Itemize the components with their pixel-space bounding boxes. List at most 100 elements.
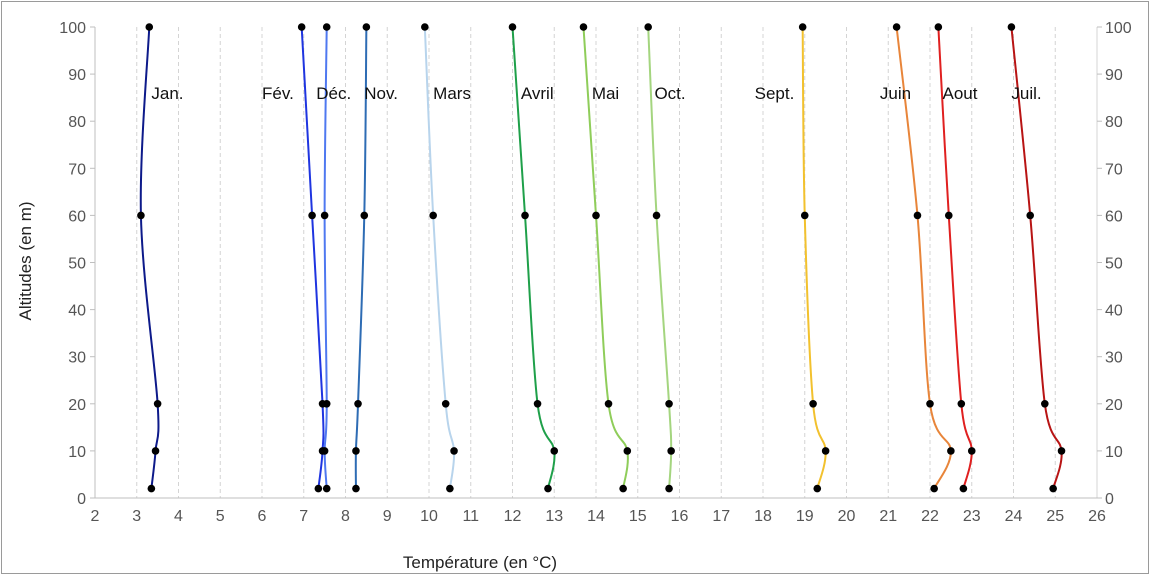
data-point [821, 447, 830, 455]
data-point [652, 211, 661, 220]
x-tick-label: 20 [838, 508, 856, 525]
data-point [967, 447, 976, 455]
y-tick-label: 90 [68, 67, 86, 84]
axes: 2 3 4 5 6 7 8 9 10 11 12 13 14 15 16 17 18 19 20 21 22 23 24 25… [59, 20, 1132, 525]
y-tick-label: 50 [68, 256, 86, 273]
data-point [579, 23, 588, 31]
y-tick-label: 100 [59, 20, 86, 37]
y-tick-label: 10 [68, 444, 86, 461]
data-point [360, 211, 369, 220]
data-point [892, 23, 901, 31]
data-point [145, 23, 154, 31]
y-tick-label-right: 50 [1105, 256, 1123, 273]
data-point [322, 400, 331, 408]
data-point [1007, 23, 1016, 31]
x-tick-label: 18 [754, 508, 772, 525]
data-point [421, 23, 429, 31]
x-tick-label: 16 [671, 508, 689, 525]
y-axis-title: Altitudes (en m) [16, 201, 35, 320]
data-point [308, 211, 316, 220]
y-tick-label-right: 90 [1105, 67, 1123, 84]
x-tick-label: 6 [258, 508, 267, 525]
data-point [665, 484, 673, 493]
x-tick-label: 7 [299, 508, 308, 525]
x-tick-label: 13 [545, 508, 563, 525]
data-point [151, 447, 160, 455]
data-point [147, 484, 156, 493]
data-point [947, 447, 955, 455]
x-tick-label: 21 [879, 508, 897, 525]
x-tick-label: 19 [796, 508, 814, 525]
y-tick-label-right: 20 [1105, 397, 1123, 414]
y-tick-label: 80 [68, 114, 86, 131]
y-tick-label: 30 [68, 350, 86, 367]
series-layer [137, 23, 1066, 493]
series-labels: Jan. Fév. Déc. Nov. Mars Avril Mai Oct. Sept. Jui… [151, 84, 1041, 103]
data-point [619, 484, 627, 493]
data-point [429, 211, 437, 220]
y-tick-label: 60 [68, 208, 86, 225]
data-point [352, 484, 360, 493]
data-point [644, 23, 652, 31]
data-point [813, 484, 822, 493]
data-point [926, 400, 934, 408]
x-tick-label: 8 [341, 508, 350, 525]
series-label: Fév. [262, 84, 294, 103]
grid-lines [136, 27, 1098, 498]
data-point [959, 484, 968, 493]
data-point [934, 23, 943, 31]
data-point [1026, 211, 1034, 220]
data-point [362, 23, 371, 31]
x-axis-title: Température (en °C) [403, 553, 557, 572]
series-label: Déc. [316, 84, 351, 103]
data-point [592, 211, 600, 220]
y-tick-label-right: 80 [1105, 114, 1123, 131]
data-point [913, 211, 922, 220]
x-tick-label: 3 [132, 508, 141, 525]
x-tick-label: 4 [174, 508, 183, 525]
data-point [297, 23, 306, 31]
data-point [550, 447, 559, 455]
x-tick-label: 25 [1046, 508, 1064, 525]
y-tick-label-right: 0 [1105, 491, 1114, 508]
x-tick-label: 17 [712, 508, 730, 525]
data-point [957, 400, 966, 408]
data-point [1049, 484, 1057, 493]
data-point [809, 400, 817, 408]
data-point [441, 400, 450, 408]
data-point [322, 484, 331, 493]
series-label: Jan. [151, 84, 183, 103]
series-label: Sept. [755, 84, 795, 103]
data-point [604, 400, 613, 408]
data-point [544, 484, 552, 493]
x-tick-label: 9 [383, 508, 392, 525]
y-tick-label: 70 [68, 161, 86, 178]
data-point [320, 447, 329, 455]
x-tick-label: 2 [91, 508, 100, 525]
series-label: Avril [521, 84, 554, 103]
data-point [352, 447, 360, 455]
data-point [930, 484, 938, 493]
data-point [800, 211, 809, 220]
y-tick-label-right: 10 [1105, 444, 1123, 461]
data-point [354, 400, 362, 408]
series-line [801, 26, 827, 489]
data-point [137, 211, 145, 220]
y-tick-label-right: 70 [1105, 161, 1123, 178]
series-label: Nov. [364, 84, 398, 103]
y-tick-label-right: 40 [1105, 303, 1123, 320]
x-tick-label: 12 [504, 508, 522, 525]
data-point [450, 447, 458, 455]
series-label: Juin [880, 84, 911, 103]
data-point [667, 447, 675, 455]
data-point [665, 400, 673, 408]
series-label: Mai [592, 84, 619, 103]
x-tick-label: 26 [1088, 508, 1106, 525]
data-point [1041, 400, 1049, 408]
data-point [322, 23, 331, 31]
y-tick-label: 0 [77, 491, 86, 508]
x-tick-label: 23 [963, 508, 981, 525]
series-label: Oct. [654, 84, 685, 103]
